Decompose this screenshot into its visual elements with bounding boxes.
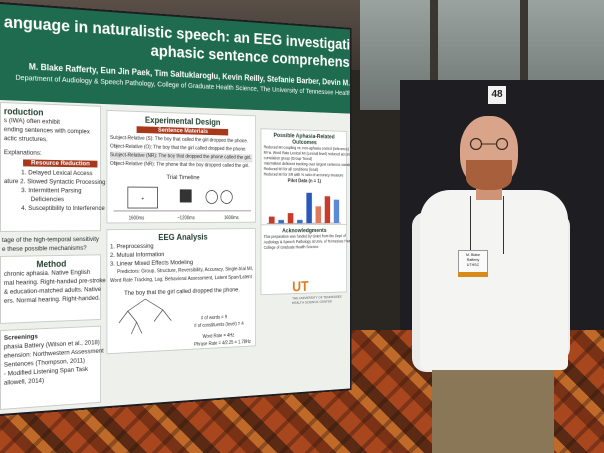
chart-bar	[288, 213, 294, 223]
research-question: tage of the high-temporal sensitivity e …	[0, 233, 101, 256]
experimental-design-heading: Experimental Design	[110, 114, 253, 128]
badge-line: UTHSC	[459, 263, 487, 268]
experimental-design-box: Experimental Design Sentence Materials S…	[106, 110, 255, 224]
timing-label: 1600ms	[224, 214, 239, 222]
timing-label: ~1200ms	[177, 215, 195, 223]
chart-bar	[297, 220, 303, 223]
person-pants	[432, 368, 554, 453]
chart-bar	[325, 196, 330, 223]
resource-reduction-band: Resource Reduction	[23, 159, 97, 167]
booth-number: 48	[488, 86, 506, 104]
response-picture-icon	[206, 190, 218, 203]
glasses-icon	[464, 138, 514, 150]
chart-bar	[334, 200, 339, 223]
method-box: Method chronic aphasia. Native English m…	[0, 254, 101, 324]
metric-label: Phrase Rate = 4/2.25 = 1.78Hz	[194, 338, 251, 349]
explanation-item: ature 2. Slowed Syntactic Processing	[4, 177, 98, 187]
svg-text:+: +	[141, 197, 145, 203]
explanation-item: 4. Susceptibility to Interference	[4, 204, 98, 213]
explanation-item: Deficiencies	[4, 195, 98, 204]
response-picture-icon	[221, 191, 232, 204]
explanation-item: 3. Intermittent Parsing	[4, 186, 98, 195]
sentence-materials-band: Sentence Materials	[137, 126, 229, 135]
question-line: e these possible mechanisms?	[2, 244, 99, 254]
introduction-box: roduction s (IWA) often exhibit ending s…	[0, 102, 101, 232]
metric-label: # of constituents (level) = 4	[194, 320, 243, 331]
trial-timeline-diagram: +	[110, 181, 254, 214]
pilot-data-chart	[264, 185, 344, 225]
method-line: ers. Normal hearing. Right-handed.	[4, 294, 98, 306]
chart-bar	[306, 193, 312, 223]
sentence-row: Object-Relative (NR): The phone that the…	[110, 160, 253, 171]
person-beard	[466, 160, 512, 190]
explanations-heading: Explanations:	[4, 148, 98, 159]
syntax-tree-diagram	[110, 296, 180, 337]
lanyard	[470, 196, 504, 254]
eeg-analysis-box: EEG Analysis 1. Preprocessing 2. Mutual …	[106, 228, 255, 354]
ut-logo: UT	[292, 279, 309, 295]
research-poster: anguage in naturalistic speech: an EEG i…	[0, 4, 350, 414]
ut-logo-text: THE UNIVERSITY OF TENNESSEE HEALTH SCIEN…	[292, 294, 345, 305]
screenings-box: Screenings phasia Battery (Wilson et al.…	[0, 326, 101, 410]
example-sentence: The boy that the girl called dropped the…	[110, 285, 253, 298]
ut-logo-block: UT THE UNIVERSITY OF TENNESSEE HEALTH SC…	[292, 278, 345, 305]
ack-line: College of Graduate Health Science	[264, 244, 344, 251]
chart-bar	[278, 220, 284, 223]
outcomes-box: Possible Aphasia-Related Outcomes Reduce…	[261, 128, 347, 235]
speaker-icon	[180, 189, 192, 202]
badge-stripe	[458, 272, 488, 277]
chart-bar	[316, 206, 321, 223]
timing-label: 1600ms	[129, 215, 145, 224]
chart-bar	[269, 217, 275, 224]
